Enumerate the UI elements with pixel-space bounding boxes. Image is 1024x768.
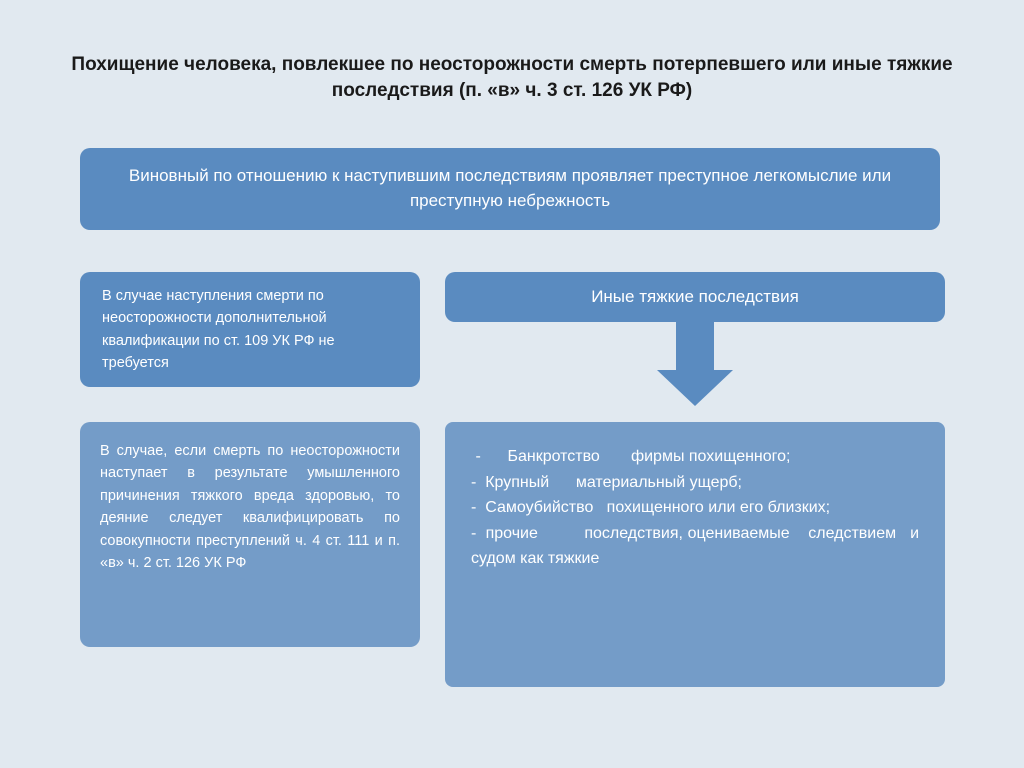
- box-left2-text: В случае, если смерть по неосторожности …: [100, 440, 400, 575]
- box-left1-text: В случае наступления смерти по неосторож…: [102, 285, 398, 375]
- slide-title: Похищение человека, повлекшее по неостор…: [50, 52, 974, 103]
- box-right1-text: Иные тяжкие последствия: [591, 287, 799, 307]
- box-main-statement: Виновный по отношению к наступившим посл…: [80, 148, 940, 230]
- arrow-down-icon: [657, 370, 733, 406]
- box-intentional-harm-qualification: В случае, если смерть по неосторожности …: [80, 422, 420, 647]
- box-consequences-list: - Банкротство фирмы похищенного; - Крупн…: [445, 422, 945, 687]
- arrow-down-shaft: [676, 322, 714, 370]
- box-death-no-additional-qualification: В случае наступления смерти по неосторож…: [80, 272, 420, 387]
- box-right2-text: - Банкротство фирмы похищенного; - Крупн…: [471, 444, 919, 572]
- box-main-text: Виновный по отношению к наступившим посл…: [104, 164, 916, 213]
- box-other-grave-consequences: Иные тяжкие последствия: [445, 272, 945, 322]
